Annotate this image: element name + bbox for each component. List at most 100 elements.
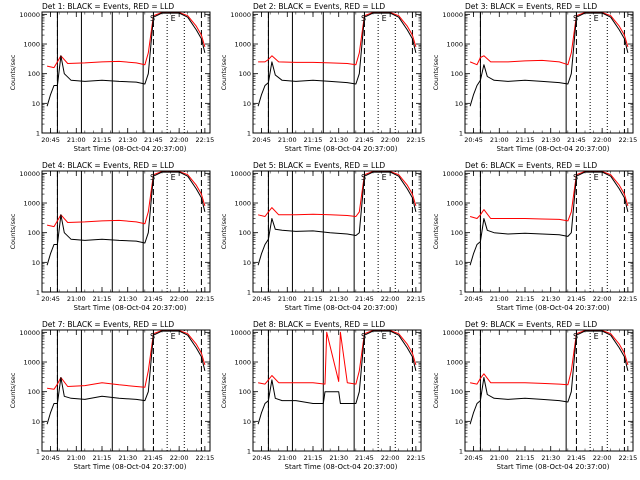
y-tick-label: 10000 (442, 329, 463, 337)
panel-title: Det 4: BLACK = Events, RED = LLD (42, 161, 174, 170)
marker-e: E (382, 332, 387, 341)
series-events-line (257, 171, 417, 266)
marker-e: E (171, 173, 176, 182)
x-tick-label: 21:15 (93, 295, 112, 303)
x-tick-label: 22:15 (618, 136, 637, 144)
series-lld-line (46, 12, 206, 69)
series-events-line (469, 330, 629, 425)
plot-frame (41, 170, 211, 293)
marker-s: S (361, 332, 366, 341)
x-tick-label: 21:45 (567, 454, 586, 462)
y-axis-label: Counts/sec (9, 213, 17, 249)
x-tick-label: 21:30 (118, 295, 137, 303)
panel-det-2: Det 2: BLACK = Events, RED = LLD Counts/s… (220, 2, 425, 153)
x-tick-label: 22:00 (593, 295, 612, 303)
series-events-line (46, 330, 206, 425)
marker-s: S (573, 14, 578, 23)
y-tick-label: 1000 (446, 359, 463, 367)
x-tick-label: 21:00 (490, 454, 509, 462)
marker-s: S (150, 14, 155, 23)
plot-frame (464, 329, 634, 452)
x-tick-label: 21:15 (516, 295, 535, 303)
marker-e: E (594, 332, 599, 341)
y-tick-label: 100 (451, 70, 463, 78)
series-events-line (257, 330, 417, 425)
x-tick-label: 21:15 (304, 454, 323, 462)
x-tick-label: 21:30 (541, 454, 560, 462)
series-lld-line (258, 12, 417, 66)
y-axis-label: Counts/sec (432, 372, 440, 408)
y-tick-label: 1 (459, 130, 463, 138)
x-tick-label: 22:15 (195, 295, 214, 303)
y-tick-label: 1 (247, 130, 251, 138)
x-tick-label: 22:00 (170, 295, 189, 303)
x-tick-label: 21:00 (278, 136, 297, 144)
y-tick-label: 10000 (230, 329, 251, 337)
y-tick-label: 10000 (230, 170, 251, 178)
x-tick-label: 20:45 (252, 454, 271, 462)
y-tick-label: 10000 (442, 170, 463, 178)
series-events-line (469, 12, 629, 107)
series-lld-line (469, 171, 629, 222)
x-tick-label: 21:15 (93, 136, 112, 144)
x-tick-label: 21:00 (278, 454, 297, 462)
x-tick-label: 21:00 (490, 295, 509, 303)
x-tick-label: 20:45 (252, 295, 271, 303)
y-tick-label: 10 (32, 259, 40, 267)
x-tick-label: 21:45 (567, 295, 586, 303)
marker-s: S (361, 173, 366, 182)
y-tick-label: 10000 (19, 11, 40, 19)
x-tick-label: 21:00 (490, 136, 509, 144)
x-tick-label: 22:00 (381, 136, 400, 144)
series-lld-line (258, 330, 417, 385)
x-axis-label: Start Time (08-Oct-04 20:37:00) (285, 304, 398, 312)
y-tick-label: 100 (239, 229, 251, 237)
x-tick-label: 22:15 (406, 454, 425, 462)
panel-title: Det 2: BLACK = Events, RED = LLD (253, 2, 385, 11)
x-axis-label: Start Time (08-Oct-04 20:37:00) (74, 304, 187, 312)
series-events-line (257, 12, 417, 107)
marker-s: S (361, 14, 366, 23)
y-axis-label: Counts/sec (220, 213, 228, 249)
x-tick-label: 21:45 (144, 136, 163, 144)
x-tick-label: 21:15 (516, 136, 535, 144)
y-tick-label: 1000 (234, 200, 251, 208)
plot-frame (464, 11, 634, 134)
marker-e: E (171, 332, 176, 341)
y-tick-label: 1 (459, 448, 463, 456)
x-tick-label: 21:45 (355, 136, 374, 144)
panel-det-5: Det 5: BLACK = Events, RED = LLD Counts/s… (220, 161, 425, 312)
panel-title: Det 6: BLACK = Events, RED = LLD (465, 161, 597, 170)
y-tick-label: 10 (455, 259, 463, 267)
plot-frame (464, 170, 634, 293)
panel-det-9: Det 9: BLACK = Events, RED = LLD Counts/s… (432, 320, 637, 471)
x-tick-label: 20:45 (464, 295, 483, 303)
x-tick-label: 20:45 (41, 136, 60, 144)
x-tick-label: 21:30 (118, 136, 137, 144)
y-tick-label: 100 (451, 229, 463, 237)
y-tick-label: 10000 (19, 170, 40, 178)
series-events-line (469, 171, 629, 266)
x-tick-label: 21:00 (67, 295, 86, 303)
y-tick-label: 1000 (446, 41, 463, 49)
x-axis-label: Start Time (08-Oct-04 20:37:00) (285, 463, 398, 471)
x-tick-label: 22:00 (593, 136, 612, 144)
x-tick-label: 21:15 (304, 295, 323, 303)
x-tick-label: 21:15 (93, 454, 112, 462)
x-tick-label: 21:00 (278, 295, 297, 303)
panel-title: Det 8: BLACK = Events, RED = LLD (253, 320, 385, 329)
y-tick-label: 1000 (23, 359, 40, 367)
x-tick-label: 22:00 (593, 454, 612, 462)
y-tick-label: 10 (455, 418, 463, 426)
x-tick-label: 20:45 (464, 454, 483, 462)
x-tick-label: 21:00 (67, 454, 86, 462)
y-tick-label: 10 (243, 418, 251, 426)
y-tick-label: 1000 (234, 359, 251, 367)
y-tick-label: 10 (32, 100, 40, 108)
series-events-line (46, 12, 206, 107)
y-tick-label: 1 (36, 289, 40, 297)
y-tick-label: 100 (28, 388, 40, 396)
y-tick-label: 10 (243, 100, 251, 108)
x-tick-label: 21:30 (118, 454, 137, 462)
